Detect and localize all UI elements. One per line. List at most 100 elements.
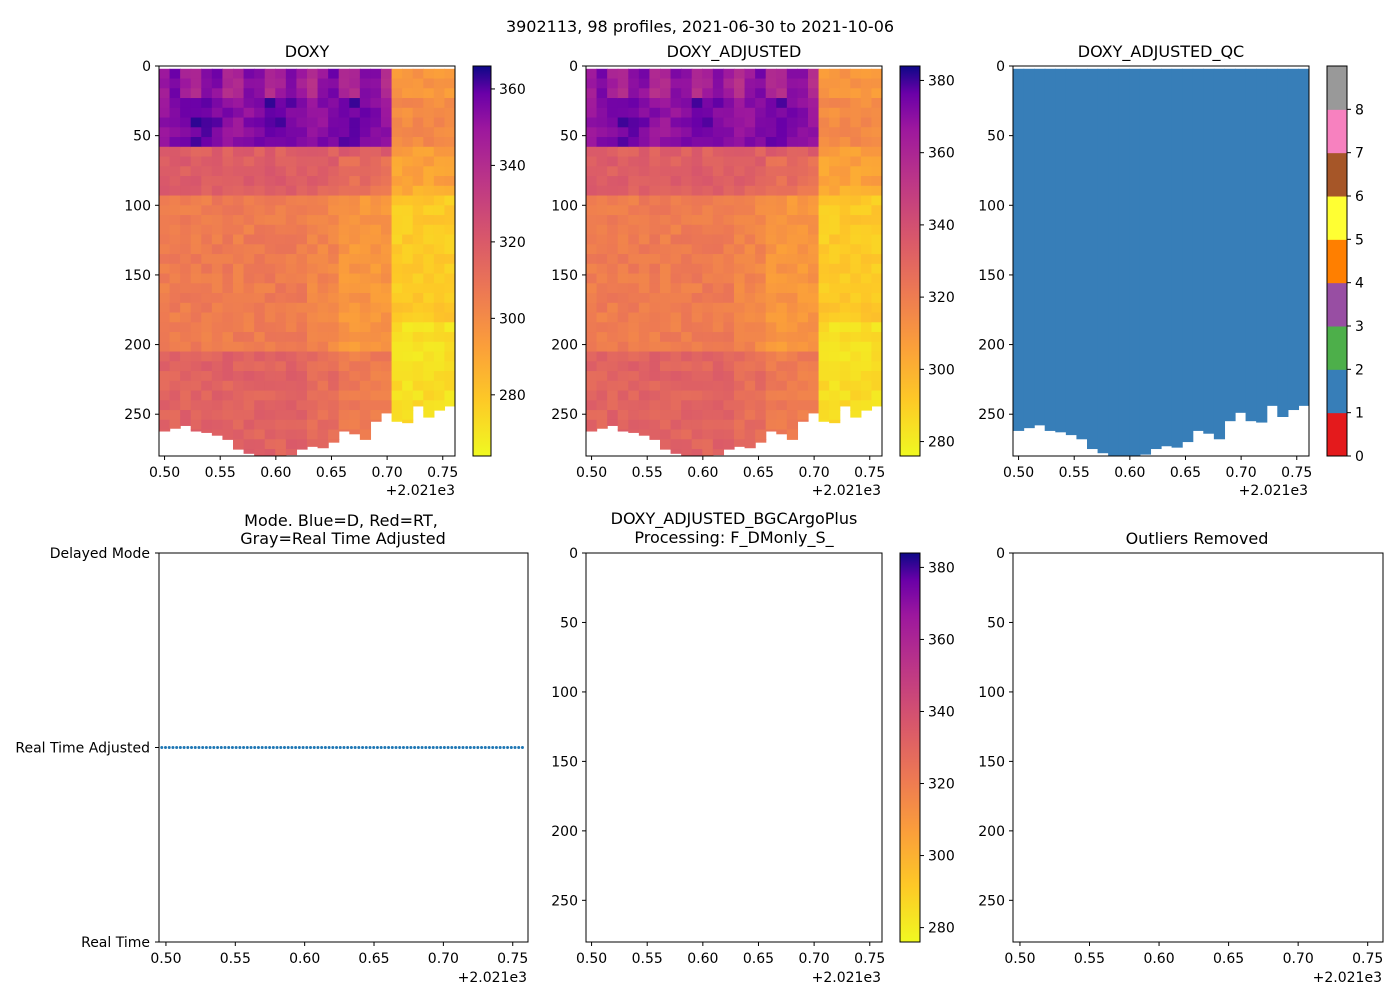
doxy-cell xyxy=(402,195,414,206)
doxy-cell xyxy=(296,137,308,148)
doxy-cell xyxy=(243,293,255,304)
doxy-adjusted-cell xyxy=(586,263,598,275)
doxy-cell xyxy=(222,88,234,99)
doxy-cell xyxy=(391,400,403,411)
doxy-cell xyxy=(423,312,435,323)
doxy-cell xyxy=(444,205,455,216)
doxy-adjusted-cell xyxy=(755,419,767,431)
qc-colorbar-border xyxy=(1326,65,1348,457)
doxy-adjusted-cell xyxy=(776,117,788,128)
doxy-adjusted-cell xyxy=(681,390,693,401)
doxy-adjusted-cell xyxy=(670,185,682,197)
doxy-cell xyxy=(328,166,340,177)
doxy-cell xyxy=(391,380,403,392)
doxy-adjusted-cell xyxy=(755,185,767,197)
doxy-cell xyxy=(328,107,340,119)
doxy-adjusted-cell xyxy=(607,283,619,294)
qc-column xyxy=(1013,68,1025,431)
doxy-adjusted-cell xyxy=(670,439,682,450)
doxy-cell xyxy=(190,244,202,255)
doxy-cell xyxy=(338,185,350,197)
qc-x-offset: +2.021e3 xyxy=(1239,483,1308,499)
doxy-cell xyxy=(264,312,276,323)
doxy-adjusted-cell xyxy=(818,410,830,421)
doxy-cell xyxy=(433,371,446,382)
doxy-cell xyxy=(412,351,424,362)
doxy-cell xyxy=(264,293,276,304)
doxy-cell xyxy=(423,127,435,138)
mode-point xyxy=(193,746,197,749)
doxy-adjusted-cell xyxy=(649,293,661,304)
doxy-adjusted-cell xyxy=(871,88,882,99)
doxy-cell xyxy=(370,410,382,421)
doxy-cell xyxy=(391,234,403,245)
doxy-adjusted-cell xyxy=(586,273,598,284)
doxy-adjusted-cell xyxy=(596,234,608,245)
doxy-adjusted-cell xyxy=(596,419,608,429)
doxy-adjusted-cell xyxy=(797,146,809,158)
doxy-cell xyxy=(423,371,435,382)
mode-point xyxy=(450,746,454,749)
doxy-cell xyxy=(433,293,446,304)
doxy-adjusted-cell xyxy=(691,137,703,148)
doxy-cell xyxy=(222,371,234,382)
doxy-adjusted-cell xyxy=(734,78,746,89)
doxy-adjusted-cell xyxy=(702,429,714,440)
qc-frame xyxy=(1012,65,1310,457)
doxy-cell xyxy=(381,312,393,323)
doxy-cell xyxy=(370,107,382,119)
mode-x-offset: +2.021e3 xyxy=(458,970,527,986)
qc-column xyxy=(1266,68,1278,406)
doxy-cell xyxy=(159,166,171,177)
doxy-adjusted-cell xyxy=(617,137,629,148)
doxy-adjusted-cell xyxy=(808,107,820,119)
doxy-adjusted-cell xyxy=(681,117,693,128)
mode-point xyxy=(253,746,257,749)
doxy-adjusted-cell xyxy=(596,341,608,353)
doxy-cell xyxy=(349,117,361,128)
doxy-cell xyxy=(391,254,403,265)
doxy-adjusted-cell xyxy=(670,429,682,440)
mode-point xyxy=(186,746,190,749)
doxy-adjusted-cell xyxy=(808,390,820,401)
doxy-adjusted-cell xyxy=(808,312,820,323)
doxy-cell xyxy=(275,156,287,167)
doxy-cell xyxy=(359,332,372,343)
doxy-adjusted-cell xyxy=(734,322,746,333)
doxy-cell xyxy=(307,88,319,99)
doxy-cell xyxy=(169,98,181,109)
doxy-adjusted-cell xyxy=(829,185,841,197)
doxy-adjusted-cell xyxy=(607,146,619,158)
doxy-cell xyxy=(296,78,308,89)
doxy-adjusted-cell xyxy=(607,380,619,392)
doxy-adjusted-cell xyxy=(850,107,862,119)
doxy-cell xyxy=(338,410,350,421)
doxy-adjusted-cell xyxy=(808,410,820,414)
doxy-cell xyxy=(307,185,319,197)
doxy-adjusted-cell xyxy=(860,244,873,255)
doxy-adjusted-cell xyxy=(670,322,682,333)
doxy-cell xyxy=(275,68,287,80)
doxy-cell xyxy=(381,107,393,119)
mode-point xyxy=(279,746,283,749)
doxy-adjusted-cell xyxy=(586,224,598,236)
doxy-cell xyxy=(180,332,192,343)
doxy-cell xyxy=(349,312,361,323)
doxy-cell xyxy=(349,224,361,236)
doxy-adjusted-cell xyxy=(765,215,777,226)
doxy-cell xyxy=(391,293,403,304)
doxy-adjusted-colorbar-tick-label: 280 xyxy=(928,435,955,451)
doxy-cell xyxy=(317,390,329,401)
mode-point xyxy=(442,746,446,749)
doxy-adjusted-cell xyxy=(660,185,672,197)
doxy-adjusted-cell xyxy=(818,127,830,138)
doxy-cell xyxy=(190,224,202,236)
doxy-cell xyxy=(317,117,329,128)
qc-column xyxy=(1245,68,1257,422)
mode-point xyxy=(494,746,498,749)
doxy-cell xyxy=(180,400,192,411)
doxy-adjusted-cell xyxy=(734,107,746,119)
doxy-adjusted-cell xyxy=(712,351,725,362)
mode-point xyxy=(242,746,246,749)
doxy-x-offset: +2.021e3 xyxy=(386,483,455,499)
